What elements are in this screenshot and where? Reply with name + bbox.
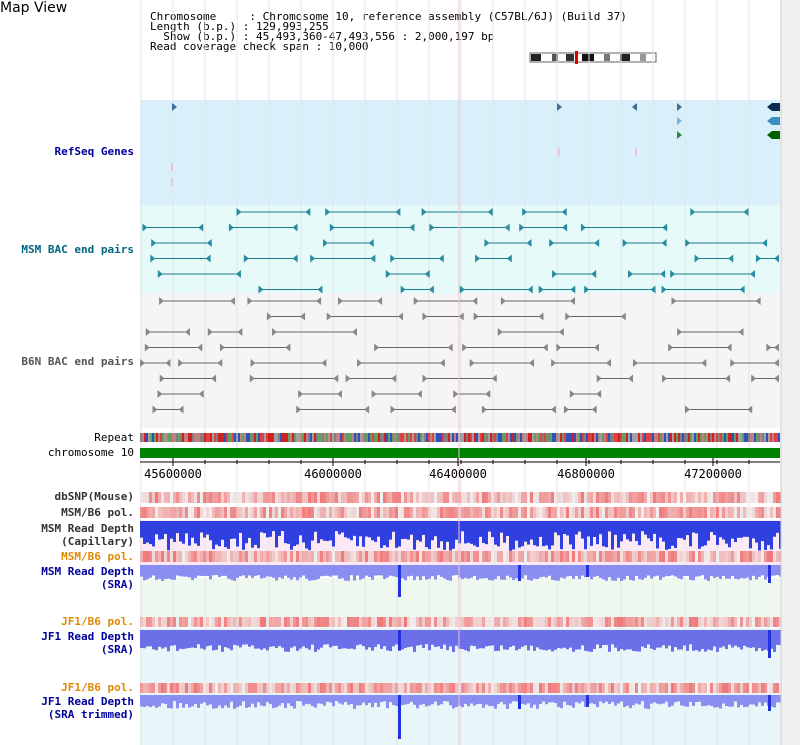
right-margin xyxy=(781,0,800,745)
chromosome-ideogram[interactable] xyxy=(529,51,657,64)
dbsnp-label: dbSNP(Mouse) xyxy=(54,490,134,503)
axis-tick-label: 45600000 xyxy=(144,467,202,481)
map-title: Map View xyxy=(0,0,68,16)
jf1-b6-pol-label-2: JF1/B6 pol. xyxy=(61,681,134,694)
msm-bac-features[interactable] xyxy=(142,208,779,294)
repeat-label: Repeat xyxy=(94,431,134,444)
repeat-track[interactable] xyxy=(140,433,780,442)
axis-tick-label: 46000000 xyxy=(304,467,362,481)
msm-bac-track-bg xyxy=(140,205,780,293)
axis-tick-label: 46800000 xyxy=(557,467,615,481)
refseq-genes[interactable] xyxy=(171,103,780,186)
msm-b6-pol-label: MSM/B6 pol. xyxy=(61,506,134,519)
jf1-trim-label-1: JF1 Read Depth xyxy=(41,695,134,708)
msm-sra-label-1: MSM Read Depth xyxy=(41,565,134,578)
msm-sra-label-2: (SRA) xyxy=(100,578,134,591)
jf1-sra-label-1: JF1 Read Depth xyxy=(41,630,134,643)
position-axis xyxy=(140,458,780,466)
b6n-bac-track-bg xyxy=(140,293,780,428)
msm-sra-bg xyxy=(140,578,780,620)
chromosome-label: chromosome 10 xyxy=(47,446,134,459)
ideogram-position-marker xyxy=(575,51,578,64)
jf1-b6-pol-label: JF1/B6 pol. xyxy=(61,615,134,628)
msm-capillary-label-1: MSM Read Depth xyxy=(41,522,134,535)
axis-tick-label: 47200000 xyxy=(684,467,742,481)
msm-capillary-label-2: (Capillary) xyxy=(61,535,134,548)
jf1-trim-label-2: (SRA trimmed) xyxy=(47,708,134,721)
axis-tick-label: 46400000 xyxy=(429,467,487,481)
chromosome-bar[interactable] xyxy=(140,448,780,458)
msm-bac-label: MSM BAC end pairs xyxy=(21,243,134,256)
show-range-info: Show (b.p.) : 45,493,360-47,493,556 : 2,… xyxy=(150,30,495,43)
b6n-bac-label: B6N BAC end pairs xyxy=(21,355,134,368)
jf1-sra-label-2: (SRA) xyxy=(100,643,134,656)
refseq-genes-label: RefSeq Genes xyxy=(54,145,134,158)
length-info: Length (b.p.) : 129,993,255 xyxy=(150,20,329,33)
b6n-bac-features[interactable] xyxy=(140,297,779,414)
msm-b6-pol-label-2: MSM/B6 pol. xyxy=(61,550,134,563)
coverage-span-info: Read coverage check span : 10,000 xyxy=(150,40,369,53)
refseq-track-bg xyxy=(140,100,780,205)
chromosome-info: Chromosome : Chromosome 10, reference as… xyxy=(150,10,627,23)
